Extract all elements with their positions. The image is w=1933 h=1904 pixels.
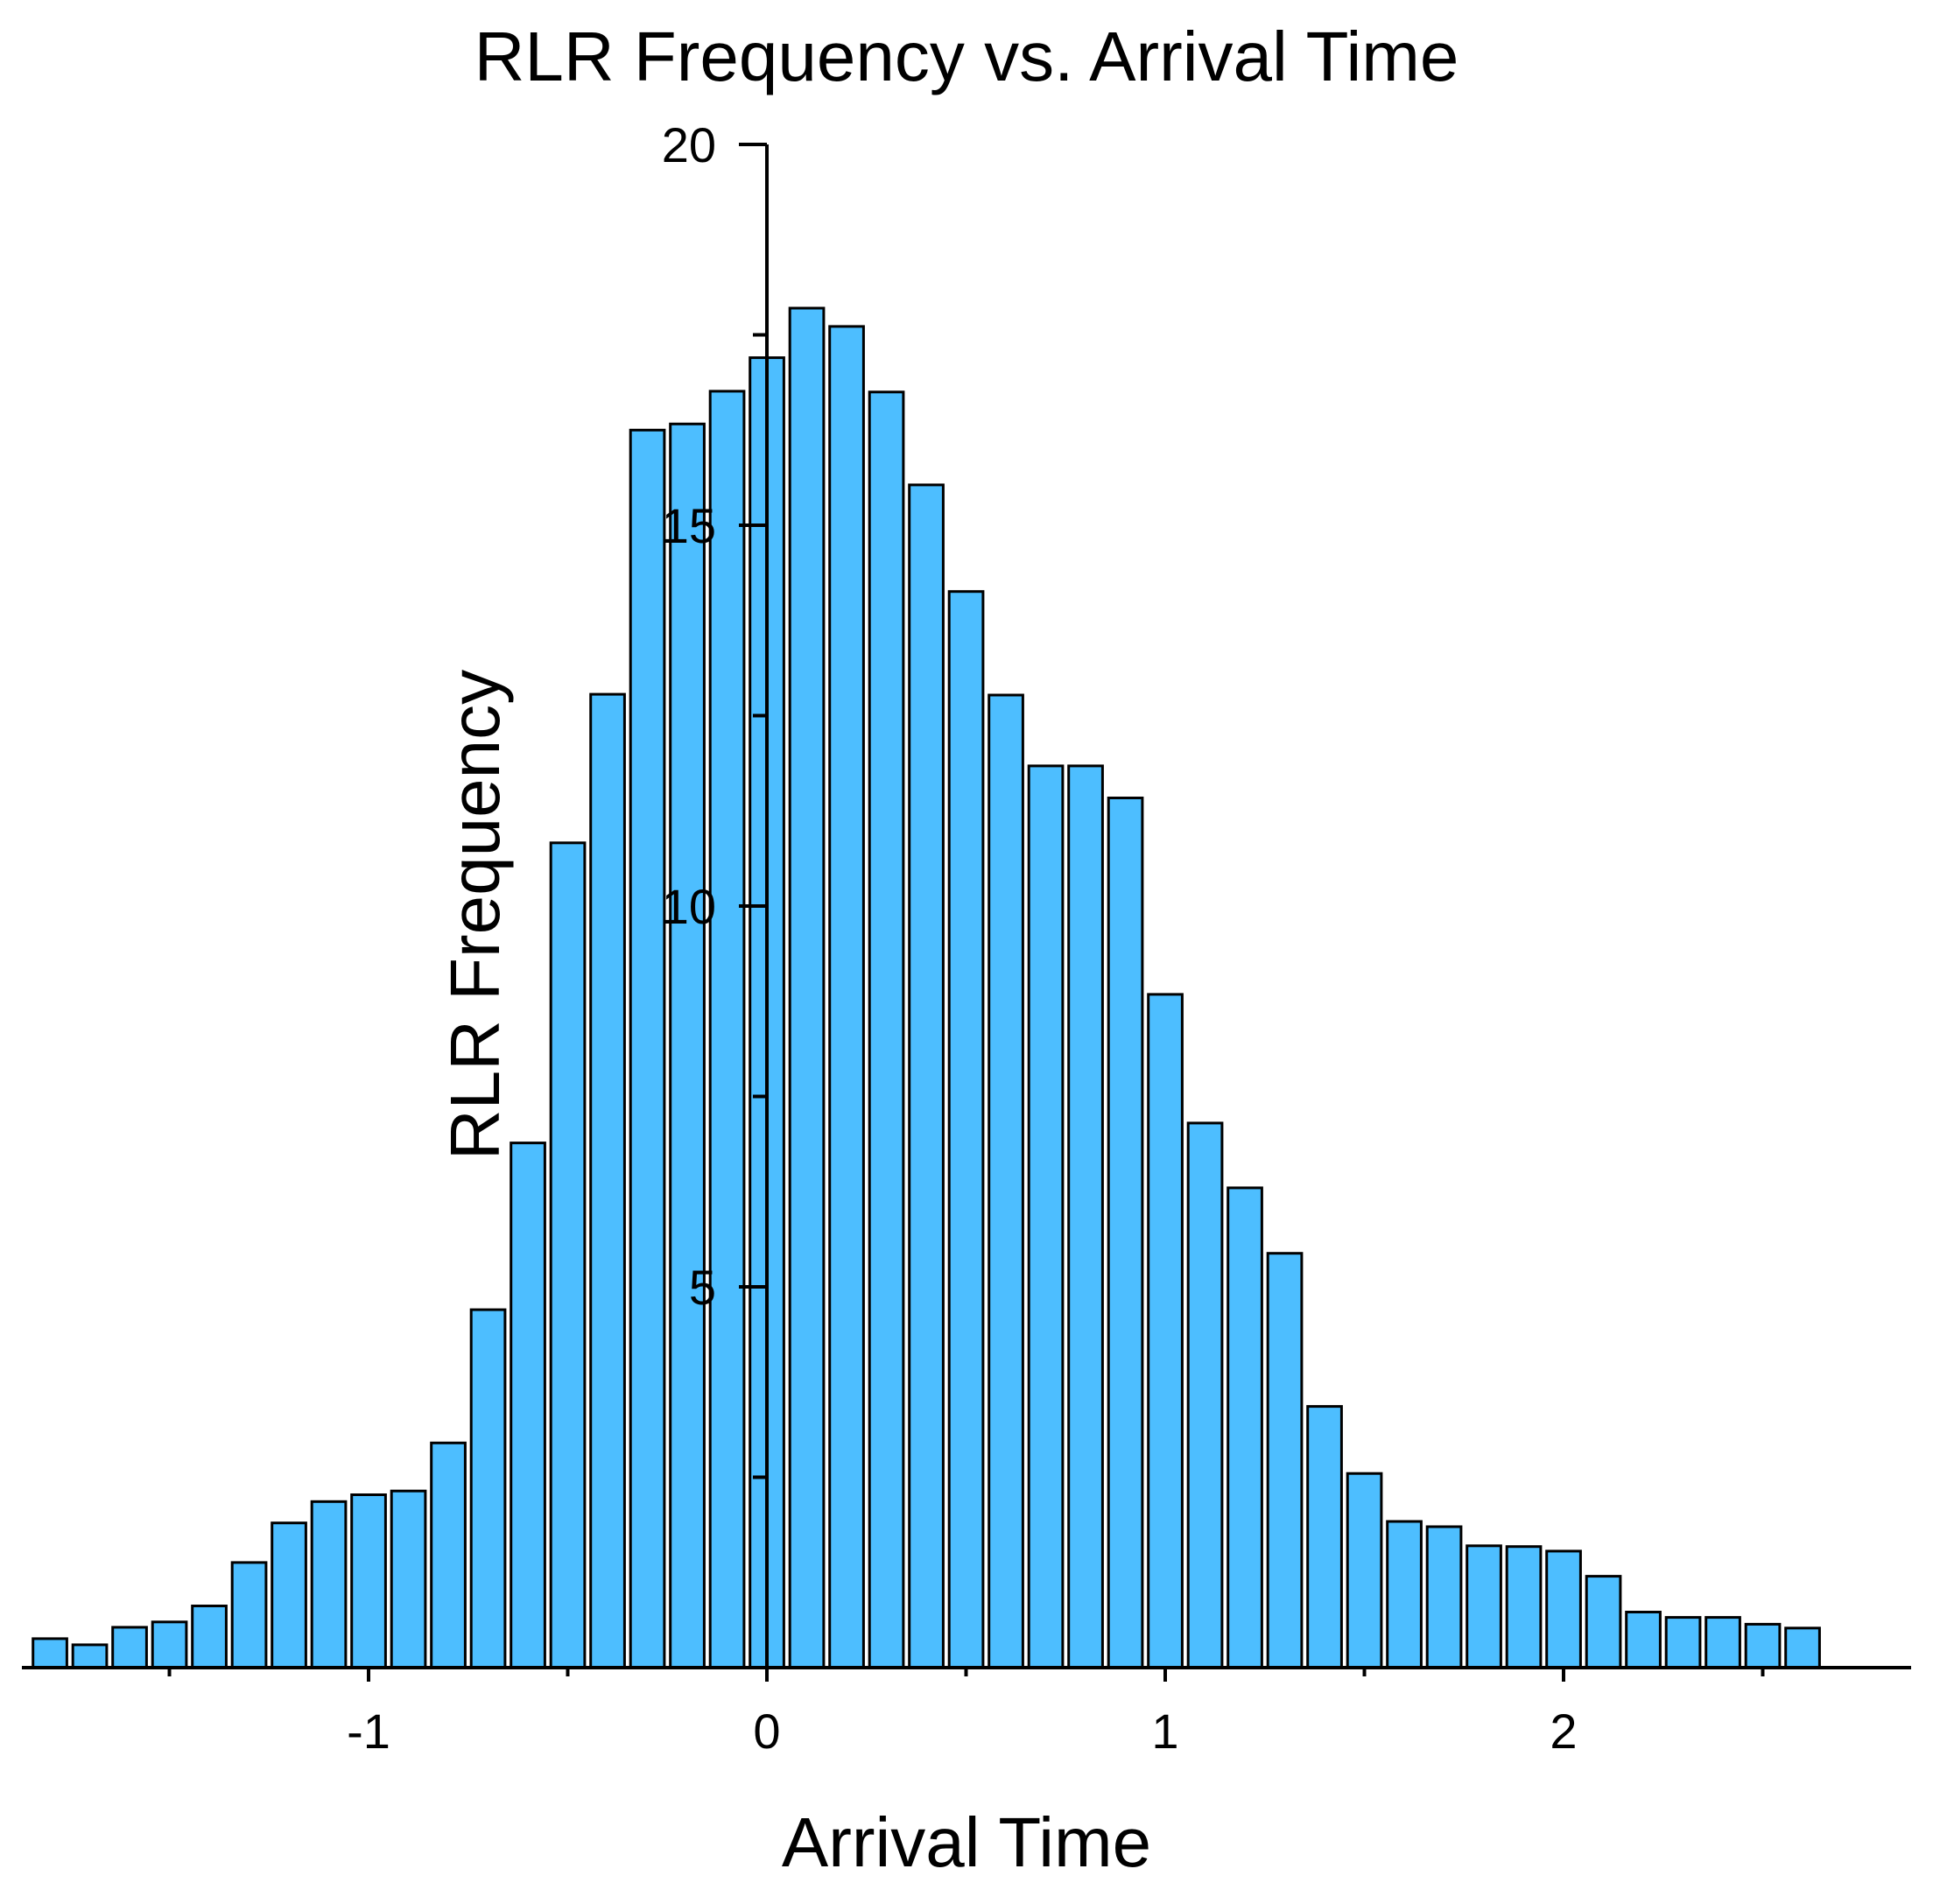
histogram-bar	[271, 1521, 307, 1669]
chart-title: RLR Frequency vs. Arrival Time	[474, 18, 1459, 95]
y-tick-label: 20	[662, 117, 716, 172]
histogram-bar	[1067, 764, 1104, 1669]
histogram-bar	[549, 841, 587, 1669]
histogram-bar	[1266, 1252, 1304, 1669]
x-tick-label: 2	[1550, 1704, 1577, 1759]
histogram-bar	[151, 1620, 188, 1669]
y-axis-label: RLR Frequency	[436, 670, 514, 1160]
histogram-bar	[230, 1561, 268, 1669]
histogram-bar	[828, 325, 865, 1669]
histogram-bar	[589, 692, 626, 1669]
histogram-bar	[1705, 1616, 1741, 1669]
histogram-bar	[908, 483, 945, 1669]
histogram-bar	[71, 1643, 109, 1669]
histogram-bar	[1147, 993, 1184, 1669]
x-tick-label: 1	[1151, 1704, 1178, 1759]
histogram-bar	[510, 1142, 546, 1669]
x-tick-label: 0	[753, 1704, 780, 1759]
histogram-bar	[629, 428, 666, 1669]
histogram-bar	[32, 1637, 68, 1669]
histogram-bar	[1386, 1520, 1423, 1669]
histogram-bar	[988, 693, 1024, 1669]
histogram-bar	[111, 1626, 148, 1669]
histogram-bar	[1186, 1121, 1224, 1669]
histogram-bar	[310, 1500, 348, 1669]
histogram-bar	[1744, 1622, 1782, 1669]
histogram-bar	[1466, 1544, 1502, 1669]
histogram-bar	[1505, 1545, 1543, 1669]
histogram-bar	[1107, 797, 1144, 1669]
histogram-bar	[350, 1493, 387, 1669]
histogram-bar	[669, 422, 706, 1669]
y-tick-label: 10	[662, 879, 716, 934]
histogram-bar	[788, 306, 826, 1669]
histogram-bar	[191, 1605, 228, 1669]
histogram-bar	[430, 1441, 467, 1669]
axes-group: -1 0 1 2 5 10 15 20	[22, 117, 1911, 1759]
histogram-bar	[947, 590, 985, 1669]
x-axis-label: Arrival Time	[782, 1803, 1151, 1881]
y-tick-label: 5	[689, 1260, 716, 1315]
histogram-bar	[1425, 1525, 1463, 1669]
histogram-bar	[1545, 1549, 1582, 1669]
histogram-bar	[1585, 1575, 1622, 1669]
histogram-bar	[1346, 1472, 1383, 1669]
x-tick-label: -1	[347, 1704, 390, 1759]
histogram-bar	[1625, 1611, 1662, 1669]
histogram-bar	[868, 390, 905, 1669]
bars-group	[32, 306, 1821, 1669]
histogram-bar	[469, 1308, 507, 1669]
histogram-bar	[1306, 1405, 1343, 1669]
histogram-bar	[708, 390, 746, 1669]
histogram-bar	[1027, 764, 1065, 1669]
histogram-bar	[1227, 1186, 1263, 1669]
histogram-bar	[1664, 1616, 1702, 1669]
y-tick-label: 15	[662, 498, 716, 553]
histogram-bar	[1784, 1626, 1821, 1669]
histogram-bar	[390, 1489, 427, 1669]
